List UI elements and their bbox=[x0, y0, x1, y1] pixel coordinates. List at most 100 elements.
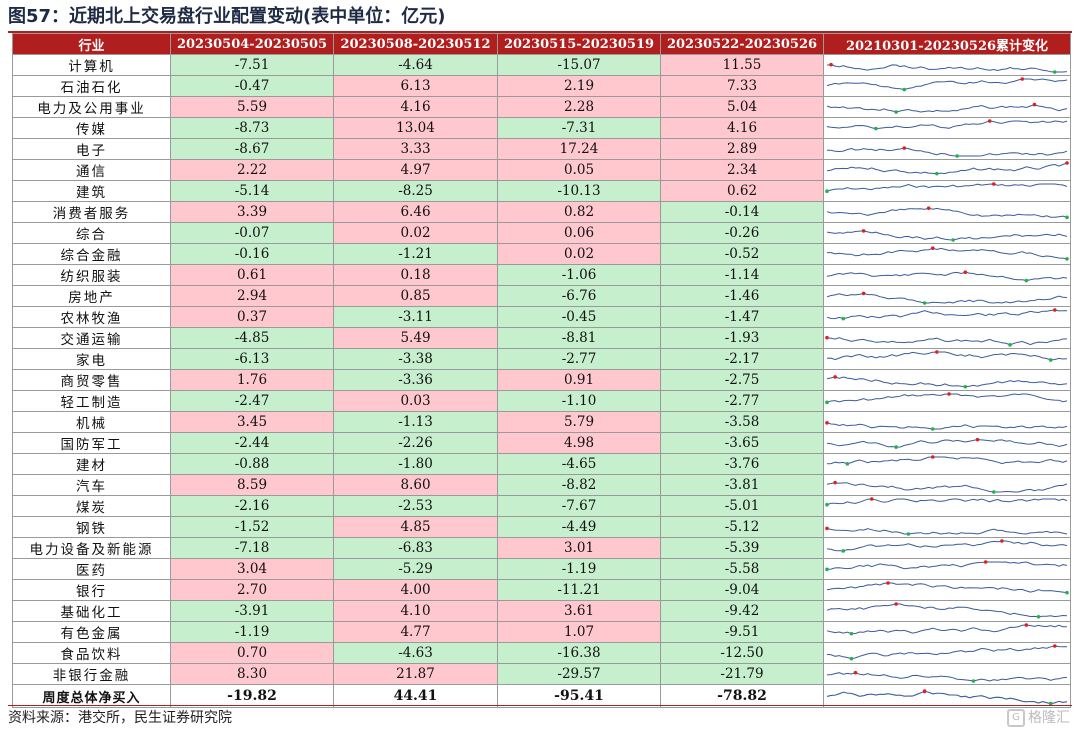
weekly-change-cell: 3.61 bbox=[497, 600, 661, 622]
weekly-change-cell: 8.30 bbox=[170, 663, 334, 685]
sparkline-path bbox=[826, 230, 1068, 241]
weekly-change-cell: -5.14 bbox=[170, 180, 334, 202]
sparkline-path bbox=[826, 498, 1068, 506]
sparkline-high-marker bbox=[853, 670, 858, 675]
weekly-change-cell: -0.47 bbox=[170, 75, 334, 97]
table-row: 机械 3.45 -1.13 5.79 -3.58 bbox=[12, 411, 1071, 433]
cumulative-sparkline-cell bbox=[823, 180, 1071, 202]
table-row: 综合 -0.07 0.02 0.06 -0.26 bbox=[12, 222, 1071, 244]
industry-name-cell: 医药 bbox=[12, 558, 171, 580]
source-note: 资料来源：港交所，民生证券研究院 bbox=[8, 710, 232, 726]
sparkline-high-marker bbox=[975, 437, 980, 442]
weekly-change-cell: -0.14 bbox=[660, 201, 824, 223]
sparkline-low-marker bbox=[894, 445, 898, 449]
industry-name-cell: 基础化工 bbox=[12, 600, 171, 622]
sparkline-high-marker bbox=[833, 480, 837, 485]
weekly-change-cell: -5.01 bbox=[660, 495, 824, 517]
sparkline-high-marker bbox=[1065, 161, 1069, 165]
weekly-change-cell: -2.17 bbox=[660, 348, 824, 370]
sparkline-low-marker bbox=[902, 87, 907, 92]
cumulative-sparkline-cell bbox=[823, 264, 1071, 286]
weekly-change-cell: 5.04 bbox=[660, 96, 824, 118]
sparkline-high-marker bbox=[930, 455, 935, 459]
sparkline bbox=[826, 146, 1068, 158]
weekly-change-cell: -0.52 bbox=[660, 243, 824, 265]
industry-name-cell: 电力及公用事业 bbox=[12, 96, 171, 118]
weekly-change-cell: 11.55 bbox=[660, 54, 824, 76]
weekly-change-cell: 8.60 bbox=[333, 474, 498, 496]
cumulative-sparkline-cell bbox=[823, 285, 1071, 307]
sparkline-path bbox=[826, 527, 1068, 535]
cumulative-sparkline-cell bbox=[823, 306, 1071, 328]
sparkline-high-marker bbox=[833, 375, 837, 379]
weekly-change-cell: 6.46 bbox=[333, 201, 498, 223]
sparkline-path bbox=[826, 439, 1068, 448]
weekly-change-cell: 2.89 bbox=[660, 138, 824, 160]
sparkline bbox=[827, 246, 1069, 261]
weekly-change-cell: -95.41 bbox=[497, 684, 661, 708]
sparkline-path bbox=[826, 561, 1068, 570]
sparkline-low-marker bbox=[849, 656, 854, 661]
weekly-change-cell: -1.13 bbox=[333, 411, 498, 433]
weekly-change-cell: 4.00 bbox=[333, 579, 498, 601]
weekly-change-cell: -2.75 bbox=[660, 369, 824, 391]
sparkline-low-marker bbox=[955, 154, 959, 158]
weekly-change-cell: 1.07 bbox=[497, 621, 661, 643]
weekly-change-cell: -4.63 bbox=[333, 642, 498, 664]
weekly-change-cell: -4.64 bbox=[333, 54, 498, 76]
sparkline-high-marker bbox=[869, 497, 874, 501]
weekly-change-cell: -1.21 bbox=[333, 243, 498, 265]
table-row: 通信 2.22 4.97 0.05 2.34 bbox=[12, 159, 1071, 181]
weekly-change-cell: -8.73 bbox=[170, 117, 334, 139]
sparkline-path bbox=[826, 376, 1068, 388]
sparkline-path bbox=[826, 603, 1068, 618]
cumulative-sparkline-cell bbox=[823, 684, 1071, 708]
sparkline bbox=[826, 644, 1068, 661]
cumulative-sparkline-cell bbox=[823, 558, 1071, 580]
cumulative-sparkline-cell bbox=[823, 411, 1071, 433]
cumulative-sparkline-cell bbox=[823, 243, 1071, 265]
industry-name-cell: 家电 bbox=[12, 348, 171, 370]
table-row: 电力设备及新能源 -7.18 -6.83 3.01 -5.39 bbox=[12, 537, 1071, 559]
table-row: 食品饮料 0.70 -4.63 -16.38 -12.50 bbox=[12, 642, 1071, 664]
weekly-change-cell: 4.85 bbox=[333, 516, 498, 538]
table-row: 家电 -6.13 -3.38 -2.77 -2.17 bbox=[12, 348, 1071, 370]
weekly-change-cell: -1.14 bbox=[660, 264, 824, 286]
sparkline-path bbox=[826, 183, 1068, 192]
industry-name-cell: 电子 bbox=[12, 138, 171, 160]
weekly-change-cell: -78.82 bbox=[660, 684, 824, 708]
sparkline bbox=[826, 291, 1068, 305]
sparkline-path bbox=[826, 482, 1068, 493]
weekly-change-cell: 17.24 bbox=[497, 138, 661, 160]
weekly-change-cell: -3.36 bbox=[333, 369, 498, 391]
sparkline bbox=[826, 102, 1068, 114]
sparkline bbox=[825, 392, 1068, 405]
weekly-change-cell: 4.10 bbox=[333, 600, 498, 622]
weekly-change-cell: -8.82 bbox=[497, 474, 661, 496]
industry-name-cell: 综合金融 bbox=[12, 243, 171, 265]
sparkline-low-marker bbox=[1048, 701, 1053, 706]
sparkline-low-marker bbox=[825, 189, 829, 193]
weekly-change-cell: 44.41 bbox=[333, 684, 498, 708]
sparkline bbox=[826, 539, 1068, 553]
sparkline bbox=[825, 182, 1068, 193]
table-row: 农林牧渔 0.37 -3.11 -0.45 -1.47 bbox=[12, 306, 1071, 328]
weekly-change-cell: -3.65 bbox=[660, 432, 824, 454]
sparkline-path bbox=[826, 147, 1068, 157]
weekly-change-cell: 2.34 bbox=[660, 159, 824, 181]
sparkline-low-marker bbox=[874, 126, 878, 131]
weekly-change-cell: 0.05 bbox=[497, 159, 661, 181]
sparkline-low-marker bbox=[963, 384, 968, 389]
sparkline-low-marker bbox=[841, 316, 846, 321]
industry-name-cell: 消费者服务 bbox=[12, 201, 171, 223]
weekly-change-cell: -8.67 bbox=[170, 138, 334, 160]
watermark-logo-icon: G bbox=[1007, 709, 1025, 727]
sparkline bbox=[826, 670, 1068, 683]
sparkline bbox=[826, 689, 1068, 706]
sparkline-high-marker bbox=[902, 146, 907, 150]
weekly-change-cell: 4.97 bbox=[333, 159, 498, 181]
table-row: 建筑 -5.14 -8.25 -10.13 0.62 bbox=[12, 180, 1071, 202]
weekly-change-cell: -1.06 bbox=[497, 264, 661, 286]
weekly-change-cell: -3.58 bbox=[660, 411, 824, 433]
weekly-change-cell: 0.03 bbox=[333, 390, 498, 412]
